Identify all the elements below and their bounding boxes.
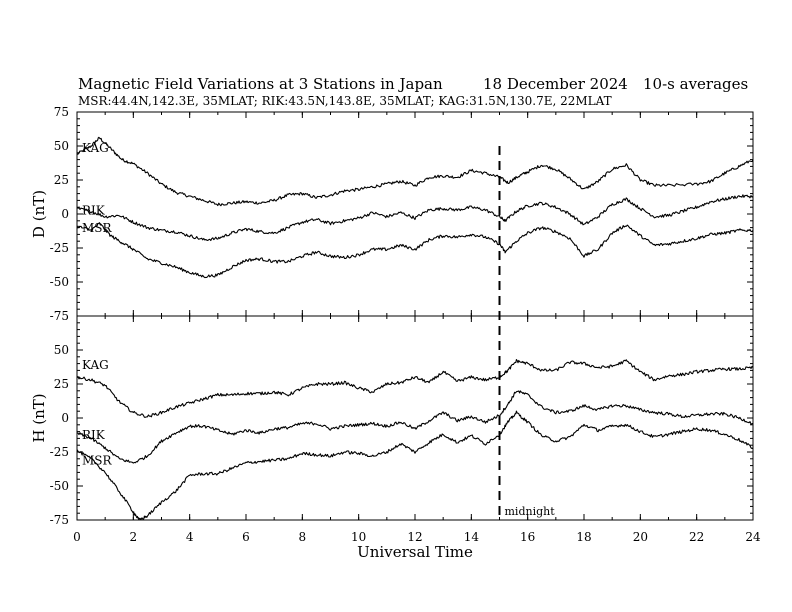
series-line-rik <box>76 194 754 242</box>
y-tick-label: -75 <box>50 513 69 527</box>
station-coordinates: MSR:44.4N,142.3E, 35MLAT; RIK:43.5N,143.… <box>78 94 612 108</box>
y-tick-label: 75 <box>54 105 69 119</box>
x-tick-label: 24 <box>745 530 761 544</box>
series-label-kag: KAG <box>82 358 109 372</box>
series-label-kag: KAG <box>82 141 109 155</box>
y-tick-label: -50 <box>50 479 69 493</box>
series-label-msr: MSR <box>82 221 113 235</box>
y-tick-label: -50 <box>50 275 69 289</box>
y-tick-label: -25 <box>50 445 69 459</box>
series-label-msr: MSR <box>82 454 113 468</box>
midnight-label: midnight <box>505 505 556 518</box>
x-tick-label: 20 <box>633 530 648 544</box>
y-tick-label: 25 <box>54 173 69 187</box>
y-tick-label: -75 <box>50 309 69 323</box>
series-line-msr <box>76 222 754 279</box>
series-line-kag <box>76 359 754 418</box>
y-axis-title: D (nT) <box>30 190 48 238</box>
y-tick-label: 0 <box>61 207 69 221</box>
series-line-msr <box>76 410 754 521</box>
series-label-rik: RIK <box>82 204 106 218</box>
x-tick-label: 8 <box>299 530 307 544</box>
y-tick-label: 50 <box>54 139 69 153</box>
x-tick-label: 0 <box>73 530 81 544</box>
y-tick-label: -25 <box>50 241 69 255</box>
y-tick-label: 50 <box>54 343 69 357</box>
x-tick-label: 18 <box>576 530 591 544</box>
panel-frame-1 <box>76 111 754 317</box>
chart-title: Magnetic Field Variations at 3 Stations … <box>78 75 443 93</box>
x-tick-label: 2 <box>130 530 138 544</box>
x-tick-label: 16 <box>520 530 535 544</box>
series-line-kag <box>76 136 754 207</box>
y-tick-label: 0 <box>61 411 69 425</box>
y-tick-label: 25 <box>54 377 69 391</box>
y-axis-title: H (nT) <box>30 393 48 442</box>
x-tick-label: 6 <box>242 530 250 544</box>
x-axis-title: Universal Time <box>357 543 473 561</box>
chart-averaging: 10-s averages <box>643 75 748 93</box>
x-tick-label: 14 <box>464 530 480 544</box>
series-label-rik: RIK <box>82 428 106 442</box>
plot-area: 75 50 25 0 -25 -50 -75 D (nT) KAG RIK MSR 50 25 0 -25 -… <box>30 105 761 561</box>
x-tick-label: 12 <box>407 530 422 544</box>
series-line-rik <box>76 390 754 464</box>
x-tick-label: 10 <box>351 530 366 544</box>
x-tick-label: 22 <box>689 530 704 544</box>
chart-date: 18 December 2024 <box>483 75 628 93</box>
x-tick-label: 4 <box>186 530 194 544</box>
